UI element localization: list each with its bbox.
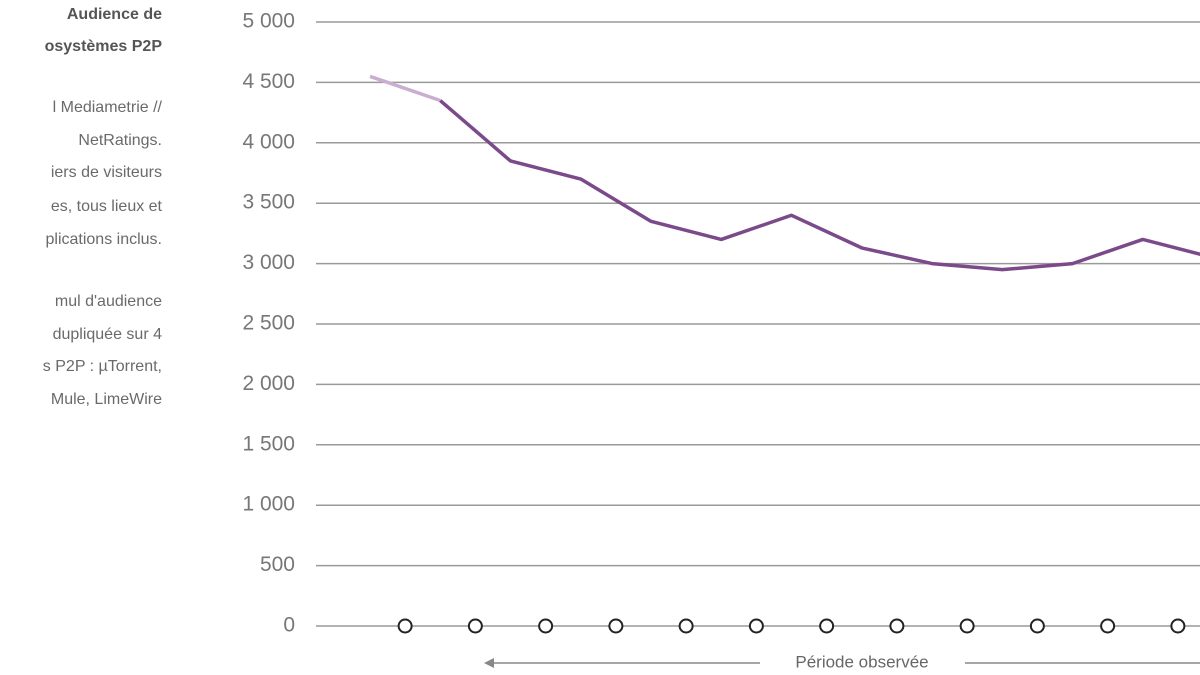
y-tick-label: 4 000 — [242, 130, 295, 153]
axis-marker — [397, 618, 413, 634]
axis-marker — [1100, 618, 1116, 634]
y-tick-label: 1 000 — [242, 493, 295, 516]
y-tick-label: 500 — [260, 553, 295, 576]
axis-marker — [819, 618, 835, 634]
note-text: mul d'audience — [55, 293, 162, 310]
note-text: es, tous lieux et — [51, 198, 163, 215]
note-text: NetRatings. — [78, 132, 162, 149]
y-tick-label: 3 500 — [242, 191, 295, 214]
note-text: dupliquée sur 4 — [53, 326, 163, 343]
note-title: osystèmes P2P — [45, 38, 163, 55]
line — [439, 99, 1200, 272]
axis-marker — [608, 618, 624, 634]
note-text: l Mediametrie // — [53, 99, 163, 116]
axis-marker — [1029, 618, 1045, 634]
y-tick-label: 1 500 — [242, 432, 295, 455]
note-title: Audience de — [67, 6, 162, 23]
note-text: Mule, LimeWire — [51, 391, 162, 408]
note-text: plications inclus. — [46, 231, 163, 248]
axis-marker — [467, 618, 483, 634]
note-text: s P2P : µTorrent, — [43, 358, 162, 375]
axis-marker — [678, 618, 694, 634]
x-axis-label: Période observée — [795, 652, 928, 671]
axis-marker — [748, 618, 764, 634]
y-tick-label: 0 — [283, 614, 295, 637]
axis-marker — [959, 618, 975, 634]
y-tick-label: 5 000 — [242, 10, 295, 33]
axis-marker — [1170, 618, 1186, 634]
axis-marker — [538, 618, 554, 634]
y-tick-label: 2 500 — [242, 312, 295, 335]
note-text: iers de visiteurs — [51, 164, 162, 181]
axis-marker — [889, 618, 905, 634]
y-tick-label: 4 500 — [242, 70, 295, 93]
y-tick-label: 2 000 — [242, 372, 295, 395]
y-tick-label: 3 000 — [242, 251, 295, 274]
x-arrow-head — [484, 658, 494, 668]
faded-segment — [369, 74, 441, 103]
